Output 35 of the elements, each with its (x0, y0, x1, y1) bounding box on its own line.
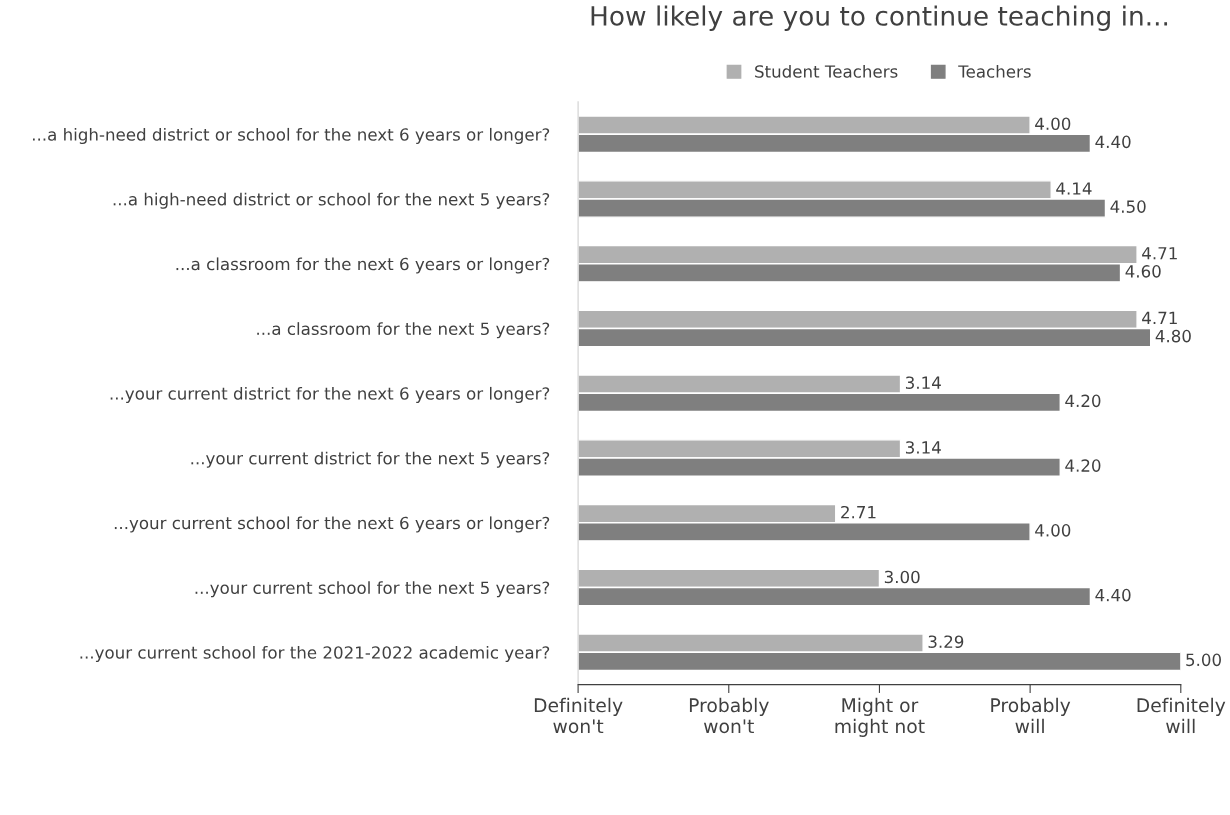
data-label: 4.00 (1035, 117, 1071, 131)
y-tick-label: ...your current school for the next 5 years? (195, 581, 550, 598)
y-tick-label: ...your current school for the next 6 years or longer? (114, 516, 550, 533)
text: Probably won't (689, 697, 769, 734)
y-tick-label: ...your current school for the 2021-2022 academic year? (80, 645, 550, 663)
text: Definitely will (1137, 697, 1226, 734)
data-label: 4.20 (1065, 459, 1101, 472)
text: Probably will (991, 697, 1071, 734)
data-label: 4.50 (1110, 200, 1146, 213)
data-label: 4.40 (1095, 588, 1131, 602)
y-tick-label: ...your current district for the next 5 years? (191, 451, 550, 468)
y-tick-label: ...a classroom for the next 5 years? (257, 322, 550, 339)
data-label: 4.20 (1065, 394, 1101, 408)
y-tick-label: ...a high-need district or school for the next 5 years? (113, 192, 550, 209)
y-tick-label: ...a classroom for the next 6 years or longer? (176, 257, 550, 274)
data-label: 4.14 (1056, 182, 1092, 195)
text: Might or might not (835, 697, 925, 737)
chart-title: How likely are you to continue teaching in... (591, 5, 1168, 31)
data-label: 5.00 (1186, 653, 1221, 667)
text: Definitely won't (534, 697, 623, 734)
data-label: 4.00 (1035, 524, 1071, 537)
data-label: 3.29 (928, 635, 964, 648)
legend-label: Student Teachers (755, 64, 898, 78)
data-label: 3.00 (884, 570, 920, 584)
data-label: 3.14 (905, 441, 941, 454)
data-label: 4.60 (1125, 265, 1161, 278)
data-label: 2.71 (841, 505, 876, 519)
y-tick-label: ...a high-need district or school for the next 6 years or longer? (33, 127, 550, 145)
data-label: 4.80 (1155, 329, 1191, 343)
data-label: 4.71 (1142, 311, 1177, 325)
data-label: 4.71 (1142, 247, 1177, 260)
data-label: 3.14 (905, 376, 941, 390)
legend-label: Teachers (958, 64, 1031, 78)
y-tick-label: ...your current district for the next 6 years or longer? (110, 386, 550, 404)
data-label: 4.40 (1095, 135, 1131, 149)
